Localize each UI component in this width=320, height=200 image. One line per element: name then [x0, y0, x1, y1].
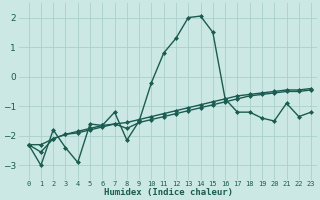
X-axis label: Humidex (Indice chaleur): Humidex (Indice chaleur) [103, 188, 233, 197]
